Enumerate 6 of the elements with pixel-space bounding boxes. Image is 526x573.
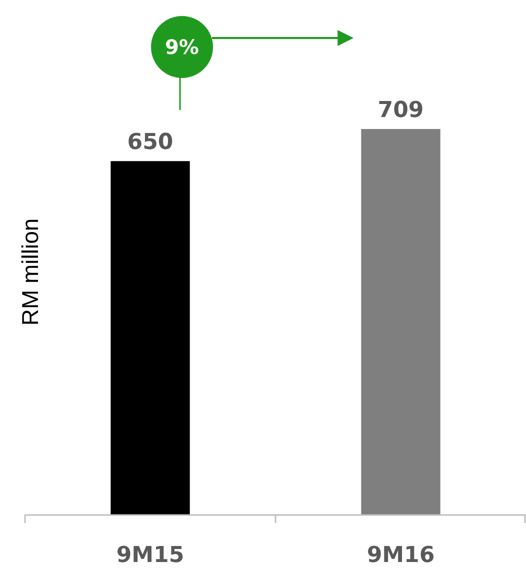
data-label: 650 (127, 130, 174, 156)
text: 9% (165, 35, 199, 59)
x-tick-label: 9M15 (116, 543, 184, 568)
data-label: 709 (378, 98, 424, 123)
y-axis-title: RM million (17, 218, 43, 326)
x-tick-label: 9M16 (366, 543, 435, 568)
